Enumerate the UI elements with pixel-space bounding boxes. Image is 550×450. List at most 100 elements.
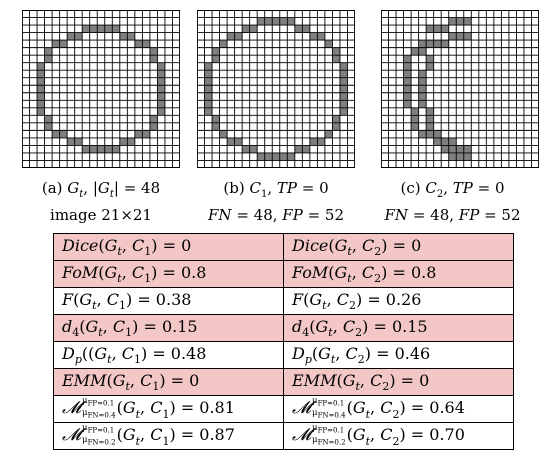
grid-pixel — [149, 122, 158, 131]
grid-pixel — [74, 137, 83, 146]
grid-pixel — [339, 62, 348, 71]
grid-pixel — [426, 55, 434, 63]
grid-pixel — [67, 137, 75, 146]
grid-pixel — [324, 130, 333, 138]
grid-pixel — [332, 115, 340, 123]
grid-pixel — [339, 70, 348, 78]
grid-pixel — [44, 55, 53, 63]
grid-pixel — [456, 145, 464, 153]
metric-cell-left: Dp((Gt, C1) = 0.48 — [53, 341, 284, 369]
grid-pixel — [157, 70, 165, 78]
grid-pixel — [418, 47, 427, 56]
grid-pixel — [426, 130, 434, 138]
table-row: EMM(Gt, C1) = 0 EMM(Gt, C2) = 0 — [53, 368, 514, 396]
grid-pixel — [127, 137, 135, 146]
grid-pixel — [426, 115, 434, 123]
grid-image-b — [197, 10, 355, 168]
caption-c-line1: (c) C2, TP = 0 — [400, 179, 505, 200]
grid-pixel — [249, 145, 258, 153]
grid-pixel — [418, 92, 427, 101]
grid-pixel — [52, 130, 60, 138]
grid-pixel — [456, 17, 464, 26]
grid-pixel — [204, 70, 213, 78]
grid-pixel — [204, 92, 213, 101]
grid-pixel — [212, 47, 220, 56]
grid-pixel — [134, 130, 143, 138]
grid-pixel — [134, 40, 143, 48]
grid-pixel — [97, 25, 105, 33]
grid-pixel — [332, 55, 340, 63]
grid-pixel — [279, 17, 288, 26]
metric-cell-right: F(Gt, C2) = 0.26 — [283, 287, 514, 315]
grid-pixel — [433, 40, 442, 48]
grid-pixel — [339, 107, 348, 116]
grid-pixel — [59, 40, 68, 48]
grid-pixel — [257, 152, 265, 161]
grid-pixel — [433, 137, 442, 146]
grid-pixel — [89, 145, 98, 153]
grid-pixel — [127, 32, 135, 41]
grid-pixel — [112, 25, 120, 33]
metric-cell-left: F(Gt, C1) = 0.38 — [53, 287, 284, 315]
grid-pixel — [441, 145, 449, 153]
grid-pixel — [257, 17, 265, 26]
grid-pixel — [227, 137, 235, 146]
grid-pixel — [448, 17, 457, 26]
grid-pixel — [89, 25, 98, 33]
grid-pixel — [433, 25, 442, 33]
metric-cell-left: d4(Gt, C1) = 0.15 — [53, 314, 284, 342]
grid-pixel — [104, 25, 113, 33]
grid-pixel — [411, 47, 419, 56]
grid-pixel — [234, 137, 243, 146]
grid-pixel — [204, 107, 213, 116]
grid-pixel — [448, 137, 457, 146]
grid-pixel — [411, 107, 419, 116]
grid-pixel — [272, 17, 280, 26]
grid-pixel — [403, 85, 412, 93]
grid-pixel — [426, 25, 434, 33]
grid-pixel — [418, 85, 427, 93]
grid-pixel — [272, 152, 280, 161]
metric-cell-right: FoM(Gt, C2) = 0.8 — [283, 260, 514, 288]
grid-pixel — [294, 145, 303, 153]
grid-pixel — [264, 17, 273, 26]
grid-pixel — [82, 145, 90, 153]
grid-pixel — [403, 62, 412, 71]
metric-cell-right: d4(Gt, C2) = 0.15 — [283, 314, 514, 342]
grid-pixel — [44, 122, 53, 131]
grid-pixel — [448, 32, 457, 41]
grid-pixel — [149, 55, 158, 63]
grid-pixel — [234, 32, 243, 41]
grid-pixel — [149, 115, 158, 123]
grid-pixel — [411, 115, 419, 123]
grid-pixel — [149, 47, 158, 56]
caption-b-line2: FN = 48, FP = 52 — [208, 206, 344, 224]
grid-pixel — [456, 32, 464, 41]
grid-image-a — [22, 10, 180, 168]
grid-pixel — [426, 62, 434, 71]
grid-pixel — [212, 55, 220, 63]
grid-pixel — [317, 137, 325, 146]
caption-b: (b) C1, TP = 0 FN = 48, FP = 52 — [176, 178, 376, 226]
grid-pixel — [67, 32, 75, 41]
grid-pixel — [157, 85, 165, 93]
metric-cell-left: Dice(Gt, C1) = 0 — [53, 233, 284, 261]
table-row: Dp((Gt, C1) = 0.48 Dp(Gt, C2) = 0.46 — [53, 341, 514, 369]
grid-pixel — [119, 32, 128, 41]
grid-pixel — [403, 100, 412, 108]
grid-pixel — [212, 115, 220, 123]
metric-cell-right: EMM(Gt, C2) = 0 — [283, 368, 514, 396]
grid-pixel — [426, 122, 434, 131]
grid-pixel — [324, 40, 333, 48]
grid-pixel — [418, 100, 427, 108]
caption-c: (c) C2, TP = 0 FN = 48, FP = 52 — [355, 178, 550, 226]
grid-pixel — [332, 122, 340, 131]
grid-pixel — [456, 152, 464, 161]
grid-pixel — [332, 47, 340, 56]
grid-pixel — [418, 130, 427, 138]
grid-pixel — [44, 47, 53, 56]
grid-pixel — [418, 40, 427, 48]
grid-pixel — [317, 32, 325, 41]
